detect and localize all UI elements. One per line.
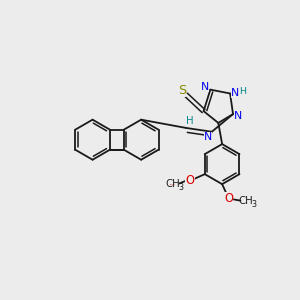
Text: N: N	[201, 82, 209, 92]
Text: S: S	[178, 84, 186, 97]
Text: CH: CH	[238, 196, 253, 206]
Text: H: H	[239, 87, 247, 96]
Text: 3: 3	[251, 200, 256, 209]
Text: O: O	[186, 174, 195, 187]
Text: N: N	[231, 88, 239, 98]
Text: methoxy: methoxy	[174, 183, 180, 184]
Text: methoxy: methoxy	[170, 184, 176, 185]
Text: CH: CH	[166, 178, 180, 189]
Text: H: H	[186, 116, 193, 126]
Text: N: N	[204, 132, 212, 142]
Text: O: O	[224, 192, 233, 206]
Text: 3: 3	[179, 183, 184, 192]
Text: N: N	[234, 111, 242, 121]
